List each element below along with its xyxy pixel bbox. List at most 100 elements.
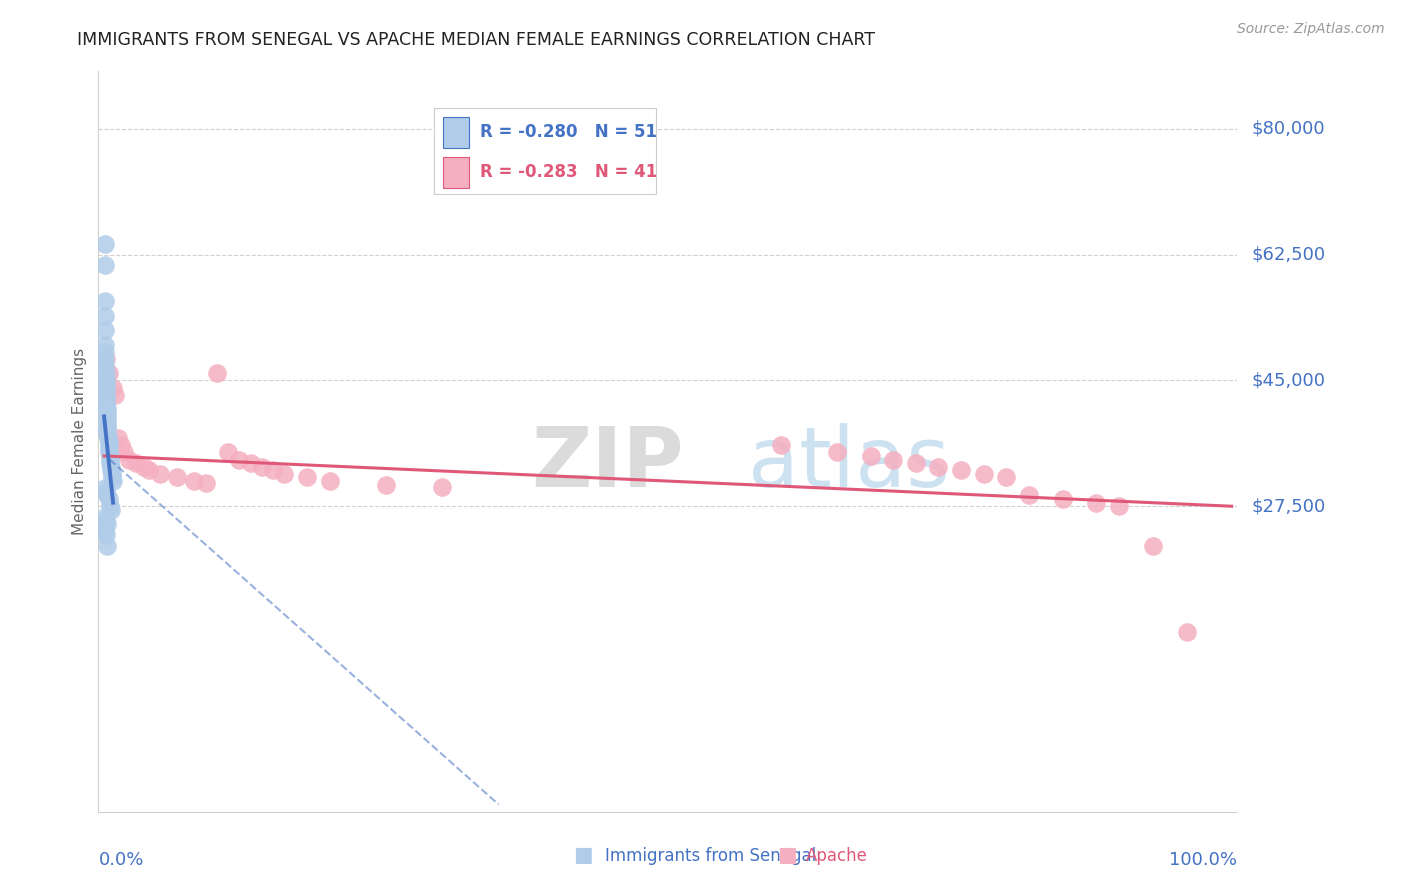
Point	[1142, 539, 1164, 553]
Point	[94, 337, 117, 351]
Point	[94, 359, 117, 373]
Point	[110, 438, 132, 452]
FancyBboxPatch shape	[434, 109, 657, 194]
Point	[94, 524, 117, 539]
Point	[96, 420, 118, 434]
Point	[950, 463, 973, 477]
Point	[97, 434, 120, 449]
Point	[104, 388, 127, 402]
Point	[94, 374, 117, 388]
Point	[859, 449, 882, 463]
Point	[98, 456, 121, 470]
Text: Apache: Apache	[806, 847, 868, 865]
Point	[166, 470, 188, 484]
Point	[93, 236, 115, 251]
Point	[1052, 491, 1074, 506]
Point	[101, 467, 124, 481]
Point	[112, 445, 135, 459]
Point	[318, 474, 340, 488]
Point	[97, 431, 120, 445]
Point	[432, 480, 454, 494]
Point	[98, 452, 121, 467]
Point	[96, 351, 118, 366]
Point	[97, 445, 120, 459]
Point	[96, 413, 118, 427]
Point	[262, 463, 284, 477]
Point	[1018, 488, 1040, 502]
Point	[96, 517, 118, 532]
Point	[96, 392, 118, 406]
Point	[96, 417, 118, 431]
Point	[97, 442, 120, 456]
Point	[96, 528, 118, 542]
Point	[94, 481, 117, 495]
Point	[1108, 500, 1130, 514]
Point	[101, 381, 124, 395]
Point	[96, 406, 118, 420]
Point	[96, 388, 118, 402]
Point	[96, 514, 118, 528]
Point	[205, 366, 228, 380]
Point	[904, 456, 927, 470]
Point	[96, 381, 118, 395]
Point	[825, 445, 848, 459]
Point	[96, 384, 118, 399]
Text: $80,000: $80,000	[1251, 120, 1324, 138]
Point	[94, 309, 117, 323]
Point	[94, 366, 117, 380]
Point	[100, 503, 122, 517]
Point	[96, 377, 118, 392]
Point	[239, 456, 262, 470]
Point	[100, 459, 122, 474]
Text: ZIP: ZIP	[531, 423, 683, 504]
Point	[94, 323, 117, 337]
Point	[94, 510, 117, 524]
Point	[149, 467, 172, 481]
Text: $27,500: $27,500	[1251, 497, 1326, 516]
Point	[132, 459, 155, 474]
Point	[93, 259, 115, 273]
Point	[138, 463, 160, 477]
Point	[118, 452, 141, 467]
Point	[124, 456, 146, 470]
Bar	[443, 157, 468, 188]
Point	[96, 484, 118, 499]
Point	[1175, 625, 1198, 640]
Text: ■: ■	[778, 846, 797, 865]
Text: R = -0.280   N = 51: R = -0.280 N = 51	[479, 123, 657, 141]
Point	[973, 467, 995, 481]
Point	[769, 438, 792, 452]
Point	[217, 445, 239, 459]
Point	[183, 474, 205, 488]
Point	[96, 539, 118, 553]
Text: atlas: atlas	[748, 423, 949, 504]
Point	[97, 491, 120, 506]
Point	[107, 431, 129, 445]
Point	[101, 474, 124, 488]
Bar	[443, 117, 468, 148]
Point	[250, 459, 273, 474]
Point	[96, 424, 118, 438]
Point	[94, 294, 117, 309]
Point	[98, 449, 121, 463]
Text: 100.0%: 100.0%	[1170, 851, 1237, 869]
Point	[96, 409, 118, 424]
Point	[96, 402, 118, 417]
Text: 0.0%: 0.0%	[98, 851, 143, 869]
Point	[273, 467, 295, 481]
Point	[1085, 495, 1108, 509]
Point	[295, 470, 318, 484]
Text: $45,000: $45,000	[1251, 371, 1326, 390]
Point	[98, 500, 121, 514]
Point	[96, 399, 118, 413]
Point	[94, 344, 117, 359]
Point	[194, 476, 217, 491]
Point	[101, 470, 124, 484]
Point	[882, 452, 904, 467]
Point	[94, 351, 117, 366]
Text: ■: ■	[574, 846, 593, 865]
Text: Source: ZipAtlas.com: Source: ZipAtlas.com	[1237, 22, 1385, 37]
Text: $62,500: $62,500	[1251, 245, 1326, 264]
Point	[375, 477, 398, 491]
Text: R = -0.283   N = 41: R = -0.283 N = 41	[479, 163, 657, 181]
